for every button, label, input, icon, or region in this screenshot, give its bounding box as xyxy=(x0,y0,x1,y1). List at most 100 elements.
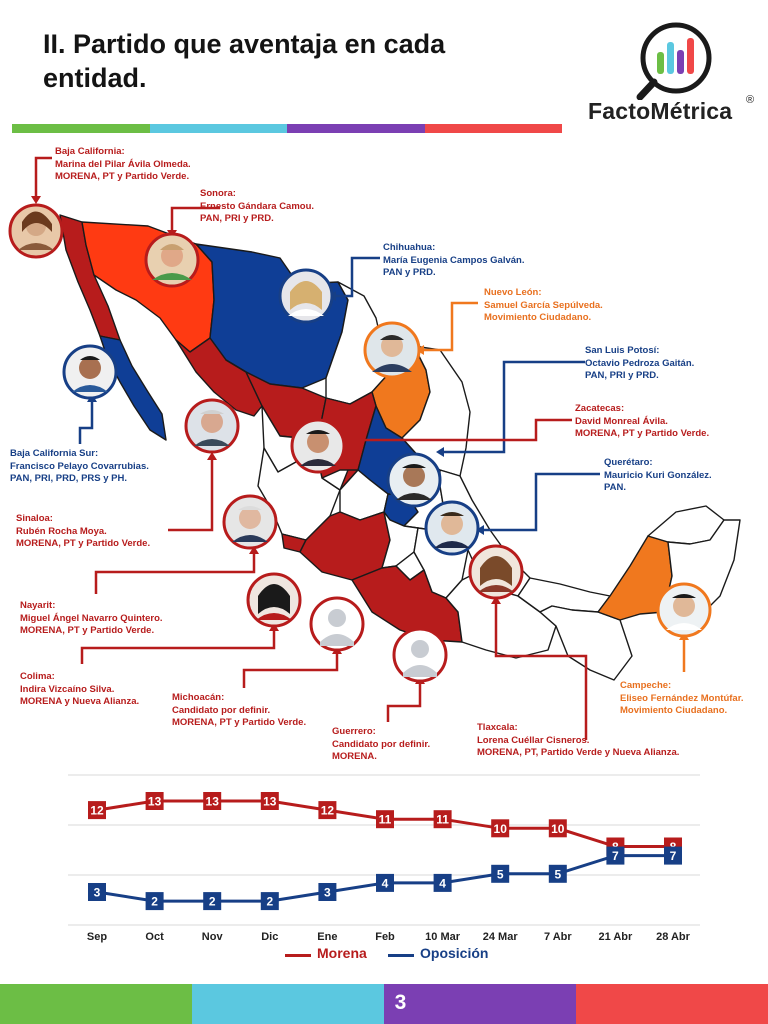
bottom-color-bar xyxy=(0,984,768,1024)
label-candidate: Lorena Cuéllar Cisneros. xyxy=(477,734,590,746)
label-parties: MORENA, PT y Partido Verde. xyxy=(172,717,307,728)
avatar-sonora xyxy=(144,232,200,288)
data-point-marker xyxy=(88,801,106,820)
data-label: 11 xyxy=(436,813,449,827)
mexico-map xyxy=(8,156,741,740)
label-nayarit: Nayarit: Miguel Ángel Navarro Quintero. … xyxy=(20,600,163,638)
label-candidate: Ernesto Gándara Camou. xyxy=(200,200,315,212)
avatar-san-luis-potosi xyxy=(386,452,442,508)
data-label: 12 xyxy=(90,804,104,818)
label-state: Querétaro: xyxy=(604,457,653,468)
label-candidate: Samuel García Sepúlveda. xyxy=(484,299,603,311)
label-state: Sonora: xyxy=(200,188,236,199)
label-candidate: Marina del Pilar Ávila Olmeda. xyxy=(55,158,191,170)
label-sonora: Sonora: Ernesto Gándara Camou. PAN, PRI … xyxy=(200,188,314,226)
label-candidate: Mauricio Kuri González. xyxy=(604,469,712,481)
label-state: Guerrero: xyxy=(332,726,376,737)
data-label: 4 xyxy=(439,876,446,890)
state-tabasco xyxy=(517,577,611,613)
state-chiapas xyxy=(539,605,633,681)
label-parties: MORENA y Nueva Alianza. xyxy=(20,696,140,707)
data-label: 7 xyxy=(670,849,677,863)
data-point-marker xyxy=(145,892,164,911)
legend-label-oposicion: Oposición xyxy=(420,945,489,961)
data-label: 5 xyxy=(554,867,561,881)
label-candidate: Octavio Pedroza Gaitán. xyxy=(585,357,695,369)
label-chihuahua: Chihuahua: María Eugenia Campos Galván. … xyxy=(383,242,525,280)
label-state: Nuevo León: xyxy=(484,287,542,298)
connector-chihuahua xyxy=(332,256,380,298)
avatar-chihuahua xyxy=(278,268,334,324)
page-title: II. Partido que aventaja en cada entidad… xyxy=(43,29,446,93)
data-point-marker xyxy=(318,883,337,901)
legend-swatch-oposicion xyxy=(388,954,414,957)
label-zacatecas: Zacatecas: David Monreal Ávila. MORENA, … xyxy=(575,403,709,441)
label-sinaloa: Sinaloa: Rubén Rocha Moya. MORENA, PT y … xyxy=(16,513,150,551)
state-chihuahua xyxy=(195,243,349,389)
data-label: 10 xyxy=(494,822,508,836)
x-tick-label: 24 Mar xyxy=(483,931,519,943)
x-tick-label: 10 Mar xyxy=(425,931,461,943)
label-parties: Movimiento Ciudadano. xyxy=(484,312,592,323)
label-candidate: Indira Vizcaíno Silva. xyxy=(20,683,115,695)
label-parties: MORENA, PT y Partido Verde. xyxy=(20,625,155,636)
avatar-queretaro xyxy=(424,500,480,556)
data-point-marker xyxy=(664,846,682,865)
data-label: 13 xyxy=(263,795,277,809)
data-label: 2 xyxy=(266,895,273,909)
data-label: 11 xyxy=(379,813,392,827)
x-tick-label: Oct xyxy=(145,931,164,943)
label-candidate: Miguel Ángel Navarro Quintero. xyxy=(20,612,163,624)
avatar-tlaxcala xyxy=(468,544,524,600)
avatar-sinaloa xyxy=(184,398,240,454)
data-point-marker xyxy=(318,801,337,820)
legend-swatch-morena xyxy=(285,954,311,957)
label-candidate: María Eugenia Campos Galván. xyxy=(383,254,525,266)
label-candidate: Rubén Rocha Moya. xyxy=(16,525,107,537)
label-state: Colima: xyxy=(20,671,55,682)
avatar-zacatecas xyxy=(290,418,346,474)
label-parties: MORENA. xyxy=(332,751,377,762)
label-parties: PAN. xyxy=(604,482,626,493)
data-point-marker xyxy=(260,792,279,810)
label-baja-california: Baja California: Marina del Pilar Ávila … xyxy=(55,146,191,184)
label-colima: Colima: Indira Vizcaíno Silva. MORENA y … xyxy=(20,671,139,709)
connector-queretaro xyxy=(480,472,600,532)
state-aguascalientes xyxy=(321,469,359,491)
label-candidate: Candidato por definir. xyxy=(332,738,431,750)
data-label: 7 xyxy=(612,849,619,863)
data-point-marker xyxy=(548,819,567,838)
label-state: Campeche: xyxy=(620,680,672,691)
x-tick-label: Ene xyxy=(317,931,337,943)
label-candidate: Candidato por definir. xyxy=(172,704,271,716)
label-state: Tlaxcala: xyxy=(477,722,518,733)
data-point-marker xyxy=(433,810,452,829)
x-tick-label: Dic xyxy=(261,931,278,943)
avatar-nuevo-leon xyxy=(363,321,421,379)
data-point-marker xyxy=(260,892,279,911)
data-label: 10 xyxy=(551,822,565,836)
data-point-marker xyxy=(376,810,394,829)
connector-colima xyxy=(80,627,276,664)
data-label: 13 xyxy=(148,795,162,809)
data-label: 5 xyxy=(497,867,504,881)
data-point-marker xyxy=(491,864,510,883)
label-candidate: David Monreal Ávila. xyxy=(575,415,668,427)
connector-sonora xyxy=(170,206,220,234)
label-state: Michoacán: xyxy=(172,692,225,703)
data-point-marker xyxy=(606,846,625,865)
label-parties: PAN, PRI y PRD. xyxy=(200,213,274,224)
label-san-luis-potosi: San Luis Potosí: Octavio Pedroza Gaitán.… xyxy=(585,345,694,383)
avatar-campeche xyxy=(656,582,712,638)
logo-text: FactoMétrica xyxy=(588,98,733,124)
x-tick-label: Nov xyxy=(202,931,224,943)
avatar-colima xyxy=(246,572,302,628)
label-state: Chihuahua: xyxy=(383,242,436,253)
label-tlaxcala: Tlaxcala: Lorena Cuéllar Cisneros. MOREN… xyxy=(477,722,679,760)
label-state: Sinaloa: xyxy=(16,513,53,524)
avatar-michoacan xyxy=(309,596,365,652)
connector-nayarit xyxy=(94,550,256,594)
connector-baja-california-sur xyxy=(78,398,94,444)
top-color-bar xyxy=(12,124,562,133)
label-baja-california-sur: Baja California Sur: Francisco Pelayo Co… xyxy=(10,448,149,486)
